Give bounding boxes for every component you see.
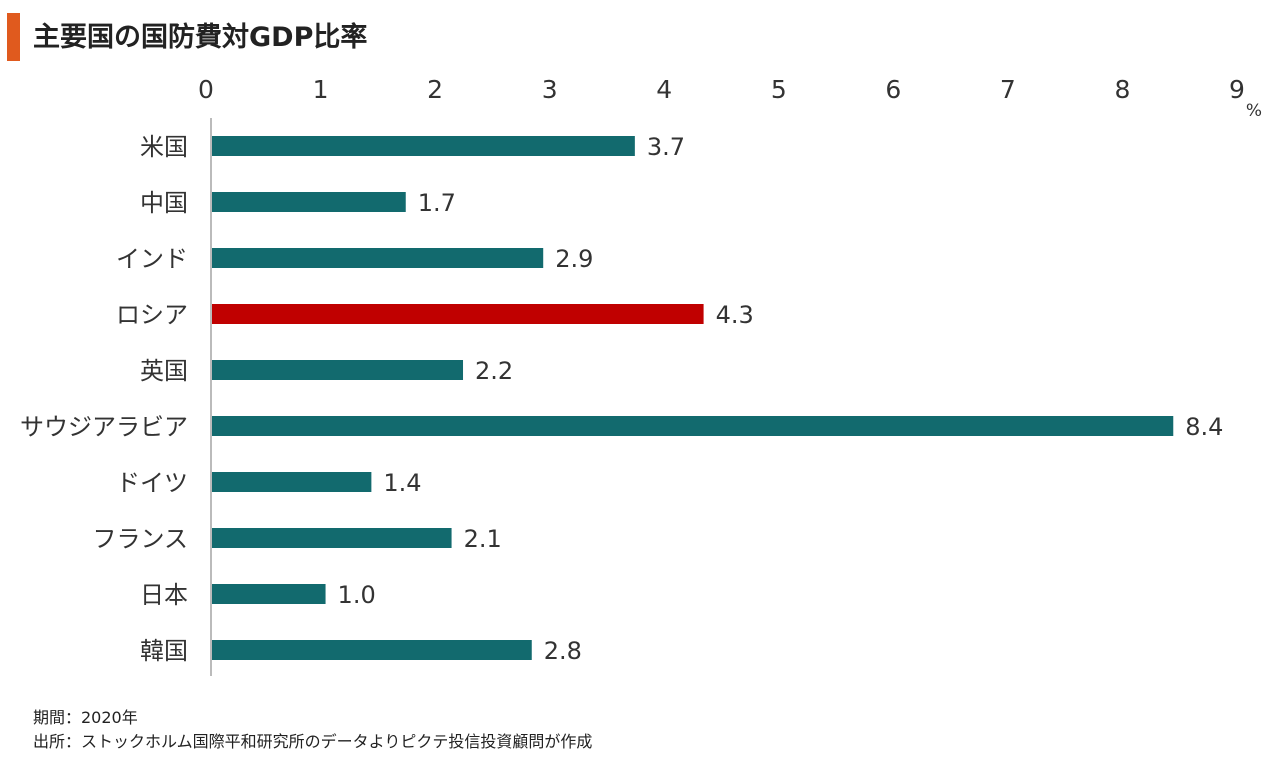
bar	[212, 304, 704, 324]
chart-title: 主要国の国防費対GDP比率	[33, 22, 368, 53]
x-tick-label: 4	[656, 75, 672, 104]
chart-notes: 期間：2020年 出所：ストックホルム国際平和研究所のデータよりピクテ投信投資顧…	[33, 706, 592, 754]
category-label: 米国	[140, 133, 188, 161]
x-tick-label: 3	[542, 75, 558, 104]
value-label: 2.8	[544, 637, 582, 665]
value-label: 2.2	[475, 357, 513, 385]
bar	[212, 360, 464, 380]
value-label: 4.3	[716, 301, 754, 329]
bar	[212, 472, 372, 492]
bar	[212, 192, 406, 212]
bar	[212, 136, 635, 156]
category-label: 中国	[140, 189, 188, 217]
value-label: 1.4	[383, 469, 421, 497]
category-label: ロシア	[116, 301, 188, 329]
value-label: 2.9	[555, 245, 593, 273]
x-tick-label: 2	[427, 75, 443, 104]
bar-chart: 0 1 2 3 4 5 6 7 8 9% 米国 3.7 中国 1.7 インド 2.9 ロシア 4.3 英国 2.2 サウ…	[20, 75, 1262, 676]
bar	[212, 248, 544, 268]
source-note: 出所：ストックホルム国際平和研究所のデータよりピクテ投信投資顧問が作成	[33, 732, 593, 751]
x-tick-label: 0	[198, 75, 214, 104]
value-label: 1.7	[418, 189, 456, 217]
x-tick-label: 8	[1114, 75, 1130, 104]
title-accent-bar	[7, 13, 20, 61]
x-tick-label: 7	[1000, 75, 1016, 104]
x-tick-label: 9	[1229, 75, 1245, 104]
bar	[212, 528, 452, 548]
bar	[212, 640, 532, 660]
bar	[212, 584, 326, 604]
period-note: 期間：2020年	[33, 708, 138, 727]
category-label: 日本	[140, 581, 188, 609]
x-tick-label: 6	[885, 75, 901, 104]
bar	[212, 416, 1174, 436]
category-label: 英国	[140, 357, 188, 385]
category-label: インド	[116, 245, 188, 273]
value-label: 1.0	[338, 581, 376, 609]
category-label: 韓国	[140, 637, 188, 665]
value-label: 2.1	[464, 525, 502, 553]
x-tick-label: 1	[313, 75, 329, 104]
x-tick-label: 5	[771, 75, 787, 104]
category-label: フランス	[92, 525, 188, 553]
value-label: 3.7	[647, 133, 685, 161]
x-axis-unit: %	[1246, 101, 1262, 121]
category-label: サウジアラビア	[20, 413, 188, 441]
value-label: 8.4	[1185, 413, 1223, 441]
category-label: ドイツ	[116, 469, 188, 497]
